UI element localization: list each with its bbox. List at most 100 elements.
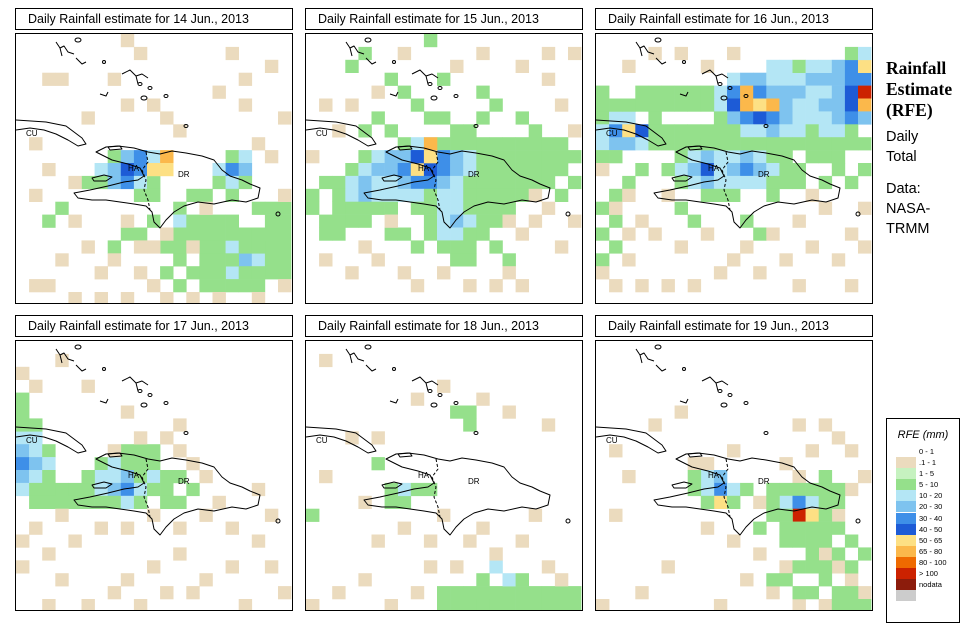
- rain-cell: [596, 150, 610, 164]
- rain-cell: [541, 599, 556, 610]
- island: [565, 518, 571, 524]
- rain-cell: [844, 279, 859, 293]
- rain-cell: [160, 431, 174, 445]
- rain-cell: [831, 111, 846, 125]
- rain-cell: [476, 46, 490, 61]
- rain-cell: [173, 547, 187, 561]
- rain-cell: [16, 534, 30, 548]
- legend-swatch: [896, 545, 916, 557]
- coastline-path: [75, 57, 109, 97]
- island: [392, 60, 396, 64]
- rain-cell: [225, 175, 239, 190]
- rain-cell: [713, 495, 728, 509]
- rain-cell: [278, 111, 292, 125]
- country-label: CU: [26, 436, 38, 445]
- legend-item: 10 - 20: [887, 490, 959, 502]
- rain-cell: [160, 495, 174, 509]
- island: [275, 518, 281, 524]
- legend-swatch: [896, 457, 916, 469]
- island: [364, 37, 372, 43]
- rain-cell: [173, 124, 187, 138]
- rain-cell: [410, 201, 425, 215]
- caption-data: Data:: [886, 181, 921, 197]
- rain-cell: [42, 482, 56, 497]
- rain-cell: [727, 124, 741, 138]
- rain-cell: [278, 227, 292, 241]
- rain-cell: [818, 124, 833, 138]
- island: [137, 82, 143, 86]
- rain-cell: [489, 586, 503, 600]
- rain-cell: [740, 137, 754, 151]
- rain-cell: [160, 482, 174, 497]
- rain-cell: [160, 266, 174, 280]
- rain-cell: [160, 240, 174, 254]
- rain-cell: [55, 353, 69, 368]
- rain-cell: [792, 599, 806, 610]
- panel-title: Daily Rainfall estimate for 17 Jun., 201…: [15, 315, 293, 337]
- legend-label: > 100: [919, 569, 938, 579]
- legend-item: 20 - 30: [887, 501, 959, 513]
- island: [163, 401, 169, 405]
- rain-cell: [858, 98, 872, 112]
- rain-cell: [766, 111, 780, 125]
- rain-cell: [661, 560, 675, 574]
- border-line: [721, 458, 731, 518]
- island: [275, 211, 281, 217]
- panel-jun-14: Daily Rainfall estimate for 14 Jun., 201…: [15, 8, 293, 304]
- rain-cell: [29, 188, 43, 202]
- rain-cell: [476, 521, 490, 535]
- rain-cell: [635, 137, 649, 151]
- rain-cell: [661, 98, 675, 112]
- rain-cell: [147, 163, 161, 177]
- island: [763, 124, 769, 128]
- rain-cell: [648, 111, 662, 125]
- rain-cell: [713, 150, 728, 164]
- rain-cell: [779, 253, 793, 267]
- coastline-path: [635, 348, 655, 364]
- rain-cell: [186, 266, 200, 280]
- rain-cell: [713, 482, 728, 497]
- rain-cell: [674, 124, 688, 138]
- rain-cell: [55, 72, 69, 86]
- rain-cell: [844, 599, 859, 610]
- island: [720, 402, 728, 408]
- rain-cell: [844, 72, 859, 86]
- rain-cell: [766, 163, 780, 177]
- country-label: CU: [26, 129, 38, 138]
- rain-cell: [661, 137, 675, 151]
- rain-cell: [635, 124, 649, 138]
- rain-cell: [147, 279, 161, 293]
- rain-cell: [713, 111, 728, 125]
- rain-cell: [450, 405, 464, 419]
- rain-cell: [596, 266, 610, 280]
- country-label: DR: [758, 477, 770, 486]
- coastline-path: [16, 426, 87, 454]
- island: [430, 402, 438, 408]
- rain-cell: [818, 508, 833, 522]
- rain-cell: [700, 98, 715, 112]
- rain-cell: [29, 457, 43, 471]
- rain-cell: [120, 227, 135, 241]
- coastline: [306, 37, 571, 229]
- island: [717, 389, 723, 393]
- rain-cell: [727, 188, 741, 202]
- rain-cell: [489, 188, 503, 202]
- rain-cell: [568, 124, 582, 138]
- rain-cell: [609, 201, 623, 215]
- rain-cell: [120, 34, 135, 48]
- rain-cell: [515, 188, 529, 202]
- island: [720, 95, 728, 101]
- coastline-path: [653, 145, 841, 229]
- rain-cell: [55, 482, 69, 497]
- rain-cell: [609, 111, 623, 125]
- rain-cell: [384, 188, 398, 202]
- rain-cell: [120, 214, 135, 228]
- rain-cell: [278, 279, 292, 293]
- coastline-path: [73, 452, 261, 536]
- rain-cell: [476, 163, 490, 177]
- legend-item: 40 - 50: [887, 523, 959, 535]
- rain-cell: [766, 150, 780, 164]
- legend-item: 30 - 40: [887, 512, 959, 524]
- rain-cell: [463, 586, 477, 600]
- island: [102, 367, 106, 371]
